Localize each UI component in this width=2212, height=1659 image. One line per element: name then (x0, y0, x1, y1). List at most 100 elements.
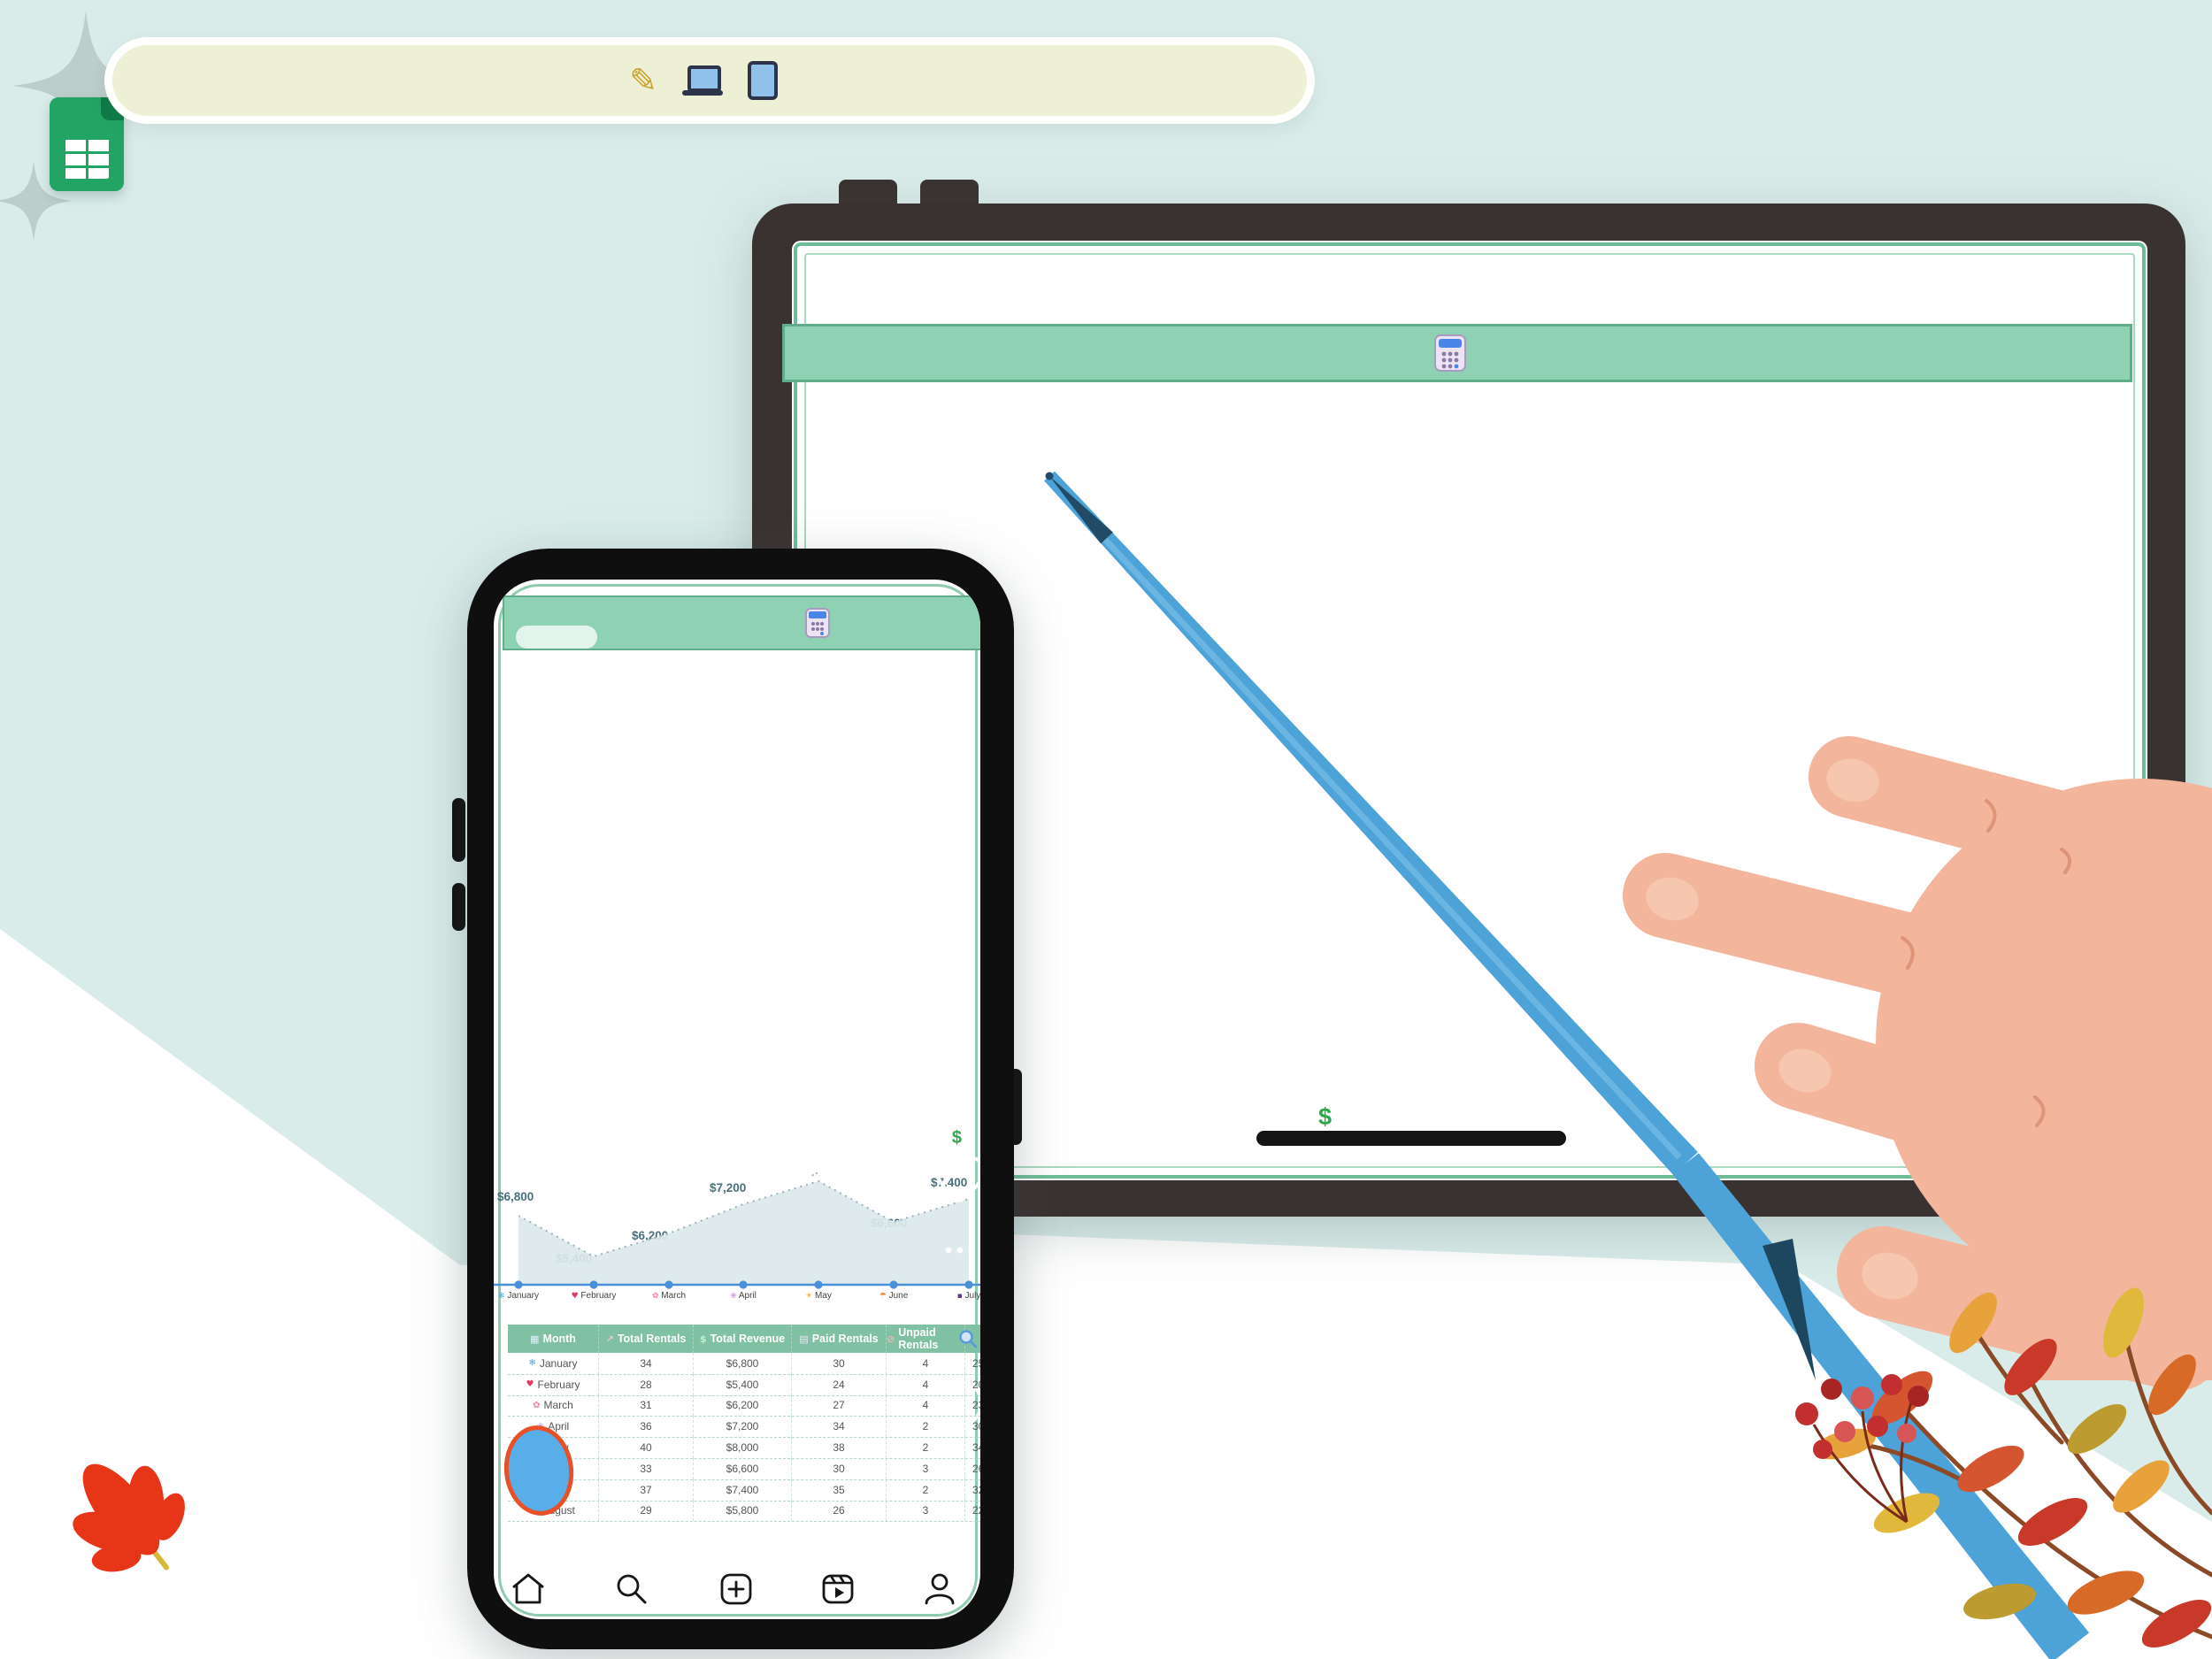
header-icon-1: ↗ (605, 1333, 614, 1345)
table-cell[interactable]: 3 (887, 1458, 965, 1479)
calculator-icon (1434, 334, 1466, 372)
table-cell[interactable]: 37 (599, 1479, 694, 1501)
table-cell[interactable]: 3 (887, 1500, 965, 1522)
phone-volume-button[interactable] (452, 798, 465, 862)
table-cell[interactable]: $5,400 (694, 1373, 792, 1395)
table-cell[interactable]: 38 (792, 1437, 887, 1458)
revenue-area-chart (494, 1172, 980, 1289)
table-cell[interactable]: 29 (599, 1500, 694, 1522)
table-cell[interactable]: 30 (965, 1416, 980, 1437)
table-cell[interactable]: 28 (599, 1373, 694, 1395)
table-cell[interactable]: 2 (887, 1479, 965, 1501)
table-cell[interactable]: 40 (599, 1437, 694, 1458)
autumn-branch-decoration (1795, 1287, 2212, 1647)
table-header-total-rentals[interactable]: ↗ Total Rentals (599, 1325, 694, 1353)
table-cell[interactable]: 30 (792, 1458, 887, 1479)
heart-outline-icon[interactable] (933, 1156, 980, 1206)
table-cell[interactable]: 34 (599, 1353, 694, 1374)
table-header-paid-rentals[interactable]: ▤ Paid Rentals (792, 1325, 887, 1353)
table-cell[interactable]: 35 (792, 1479, 887, 1501)
table-cell[interactable]: $6,800 (694, 1353, 792, 1374)
axis-month-july: ▪ July (956, 1291, 980, 1301)
dollar-icon: $ (951, 1128, 962, 1148)
laptop-icon (681, 65, 723, 96)
calculator-icon (805, 608, 830, 638)
nav-home-icon[interactable] (508, 1569, 549, 1609)
rental-table: ▦ Month ↗ Total Rentals $ Total Revenue ▤ Paid … (508, 1325, 980, 1525)
axis-month-february: ♥ February (571, 1291, 617, 1301)
table-cell[interactable]: 25 (965, 1353, 980, 1374)
table-cell[interactable]: ✿ March (508, 1394, 599, 1417)
table-cell[interactable]: 32 (965, 1479, 980, 1501)
table-header-month[interactable]: ▦ Month (508, 1325, 599, 1353)
table-cell[interactable]: 26 (792, 1500, 887, 1522)
table-cell[interactable]: $7,400 (694, 1479, 792, 1501)
header-icon-3: ▤ (799, 1333, 809, 1345)
comment-bubble-icon[interactable] (931, 1376, 980, 1431)
table-cell[interactable]: 2 (887, 1437, 965, 1458)
table-cell[interactable]: $7,200 (694, 1416, 792, 1438)
table-cell[interactable]: 22 (965, 1501, 980, 1522)
table-cell[interactable]: 23 (965, 1395, 980, 1417)
table-cell[interactable]: 27 (792, 1394, 887, 1417)
table-cell[interactable]: $8,000 (694, 1437, 792, 1458)
table-header-total-revenue[interactable]: $ Total Revenue (694, 1325, 792, 1353)
phone-volume-button-2[interactable] (452, 883, 465, 931)
table-cell[interactable]: 2 (887, 1416, 965, 1438)
tablet-total-revenue-label: $ (1318, 1102, 1566, 1131)
table-cell[interactable]: ♥ February (508, 1373, 599, 1395)
phone-screen: $ $6,800$5,400$6,200$7,200$6,600$7,400 ❄… (494, 580, 980, 1619)
phone-total-revenue-title: $ (790, 1128, 967, 1148)
table-cell[interactable]: $5,800 (694, 1500, 792, 1522)
nav-create-icon[interactable] (716, 1569, 757, 1609)
header-icon-4: ⊘ (887, 1333, 895, 1345)
black-scroll-pill[interactable] (1256, 1131, 1566, 1146)
axis-month-june: ☂ June (879, 1291, 909, 1301)
dollar-icon: $ (1318, 1102, 1333, 1130)
table-cell[interactable]: $6,200 (694, 1394, 792, 1417)
axis-month-january: ❄ January (498, 1291, 539, 1301)
month-icon-june: ☂ (879, 1292, 887, 1301)
header-icon-0: ▦ (530, 1333, 540, 1345)
dots-icon (945, 1247, 975, 1254)
revenue-point-label: $7,200 (710, 1181, 747, 1194)
tablet-sheet-title-bar (782, 324, 2132, 382)
table-cell[interactable]: 36 (599, 1416, 694, 1438)
table-cell[interactable]: $6,600 (694, 1458, 792, 1479)
axis-month-march: ✿ March (651, 1291, 687, 1301)
logo-grid (64, 138, 110, 179)
table-cell[interactable]: 20 (965, 1374, 980, 1395)
table-header-unpaid-rentals[interactable]: ⊘ Unpaid Rentals (887, 1325, 965, 1353)
nav-search-icon[interactable] (611, 1569, 652, 1609)
axis-month-may: ☀ May (805, 1291, 832, 1301)
table-cell[interactable]: 4 (887, 1373, 965, 1395)
table-cell[interactable]: 4 (887, 1394, 965, 1417)
phone-sheet-border (498, 584, 978, 1617)
table-cell[interactable]: 33 (599, 1458, 694, 1479)
table-cell[interactable]: 26 (965, 1458, 980, 1479)
table-cell[interactable]: 24 (792, 1373, 887, 1395)
month-icon-march: ✿ (651, 1292, 659, 1301)
table-cell[interactable]: 34 (965, 1437, 980, 1458)
axis-month-april: ❀ April (730, 1291, 757, 1301)
phone-highlight-pill (516, 626, 597, 649)
phone-content: $ $6,800$5,400$6,200$7,200$6,600$7,400 ❄… (494, 580, 980, 1619)
nav-reels-icon[interactable] (818, 1569, 858, 1609)
table-magnifier-icon[interactable] (957, 1328, 979, 1349)
table-cell[interactable]: 31 (599, 1394, 694, 1417)
table-cell[interactable]: 4 (887, 1353, 965, 1374)
red-leaf-decoration (73, 1463, 185, 1572)
table-header-row: ▦ Month ↗ Total Rentals $ Total Revenue ▤ Paid … (508, 1325, 980, 1353)
pencil-icon: ✎ (629, 61, 657, 100)
nav-profile-icon[interactable] (919, 1569, 960, 1609)
table-cell[interactable]: 34 (792, 1416, 887, 1438)
table-cell[interactable]: ❄ January (508, 1353, 599, 1374)
tablet-icon (747, 61, 778, 100)
header-icon-2: $ (699, 1333, 707, 1345)
table-cell[interactable]: 30 (792, 1353, 887, 1374)
